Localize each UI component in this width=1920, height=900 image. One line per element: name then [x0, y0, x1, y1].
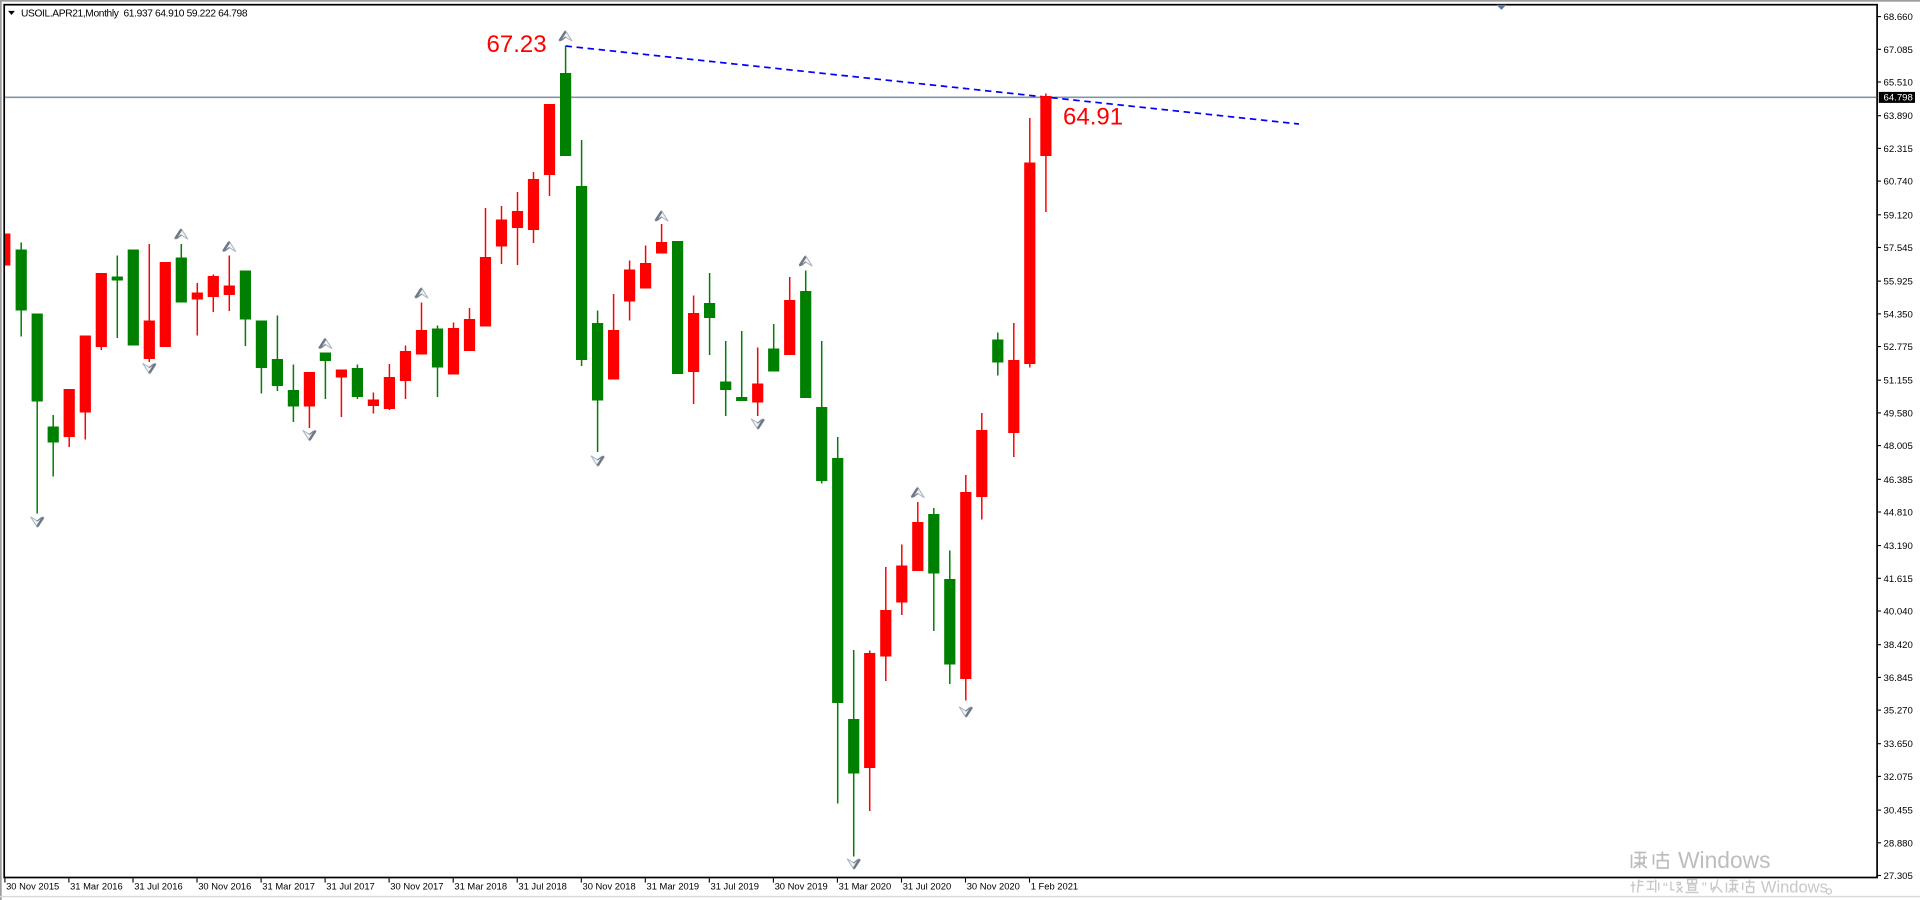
svg-text:32.075: 32.075	[1884, 772, 1913, 783]
svg-text:31 Mar 2020: 31 Mar 2020	[839, 880, 892, 891]
svg-text:51.155: 51.155	[1884, 376, 1913, 387]
svg-text:31 Mar 2019: 31 Mar 2019	[647, 880, 700, 891]
svg-text:57.545: 57.545	[1884, 243, 1913, 254]
svg-text:43.190: 43.190	[1884, 541, 1913, 552]
svg-text:49.580: 49.580	[1884, 408, 1913, 419]
svg-text:1 Feb 2021: 1 Feb 2021	[1031, 880, 1078, 891]
svg-text:30 Nov 2019: 30 Nov 2019	[775, 880, 828, 891]
svg-text:41.615: 41.615	[1884, 574, 1913, 585]
svg-text:USOIL.APR21,Monthly 61.937 64: USOIL.APR21,Monthly 61.937 64.910 59.222…	[21, 9, 248, 20]
svg-text:31 Mar 2018: 31 Mar 2018	[454, 880, 507, 891]
svg-text:28.880: 28.880	[1884, 838, 1913, 849]
svg-text:36.845: 36.845	[1884, 673, 1913, 684]
svg-text:Windows: Windows	[1678, 847, 1770, 873]
svg-text:38.420: 38.420	[1884, 640, 1913, 651]
svg-text:27.305: 27.305	[1884, 871, 1913, 882]
svg-text:31 Jul 2018: 31 Jul 2018	[518, 880, 566, 891]
svg-text:52.775: 52.775	[1884, 342, 1913, 353]
svg-text:30 Nov 2015: 30 Nov 2015	[6, 880, 59, 891]
svg-text:30 Nov 2017: 30 Nov 2017	[390, 880, 443, 891]
svg-text:35.270: 35.270	[1884, 706, 1913, 717]
svg-text:54.350: 54.350	[1884, 309, 1913, 320]
svg-text:67.23: 67.23	[487, 31, 547, 58]
svg-text:59.120: 59.120	[1884, 210, 1913, 221]
svg-text:55.925: 55.925	[1884, 277, 1913, 288]
svg-text:62.315: 62.315	[1884, 144, 1913, 155]
svg-text:67.085: 67.085	[1884, 45, 1913, 56]
svg-text:46.385: 46.385	[1884, 475, 1913, 486]
svg-text:68.660: 68.660	[1884, 12, 1913, 23]
svg-text:40.040: 40.040	[1884, 607, 1913, 618]
svg-text:60.740: 60.740	[1884, 177, 1913, 188]
svg-text:48.005: 48.005	[1884, 441, 1913, 452]
svg-text:31 Jul 2016: 31 Jul 2016	[134, 880, 182, 891]
svg-text:30.455: 30.455	[1884, 806, 1913, 817]
svg-text:64.91: 64.91	[1063, 104, 1123, 131]
svg-text:44.810: 44.810	[1884, 508, 1913, 519]
svg-text:30 Nov 2018: 30 Nov 2018	[583, 880, 636, 891]
svg-text:31 Mar 2016: 31 Mar 2016	[70, 880, 123, 891]
svg-text:“: “	[1663, 880, 1668, 897]
svg-text:30 Nov 2016: 30 Nov 2016	[198, 880, 251, 891]
svg-text:65.510: 65.510	[1884, 78, 1913, 89]
svg-text:31 Jul 2019: 31 Jul 2019	[711, 880, 759, 891]
svg-text:33.650: 33.650	[1884, 739, 1913, 750]
svg-text:Windows: Windows	[1761, 879, 1828, 897]
svg-text:30 Nov 2020: 30 Nov 2020	[967, 880, 1020, 891]
svg-text:64.798: 64.798	[1884, 93, 1913, 104]
svg-text:31 Jul 2020: 31 Jul 2020	[903, 880, 951, 891]
svg-text:31 Jul 2017: 31 Jul 2017	[326, 880, 374, 891]
svg-text:31 Mar 2017: 31 Mar 2017	[262, 880, 315, 891]
svg-text:63.890: 63.890	[1884, 111, 1913, 122]
svg-text:”: ”	[1702, 880, 1707, 897]
